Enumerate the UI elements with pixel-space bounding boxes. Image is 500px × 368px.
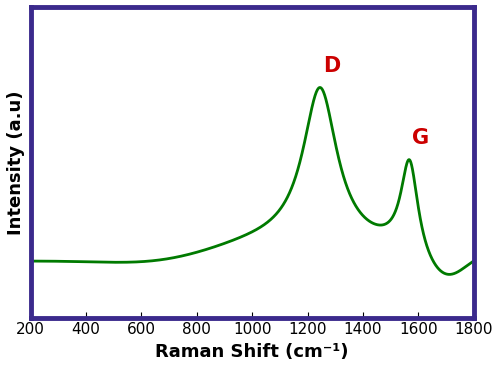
Text: G: G [412,128,430,148]
X-axis label: Raman Shift (cm⁻¹): Raman Shift (cm⁻¹) [156,343,349,361]
Text: D: D [323,56,340,76]
Y-axis label: Intensity (a.u): Intensity (a.u) [7,90,25,234]
